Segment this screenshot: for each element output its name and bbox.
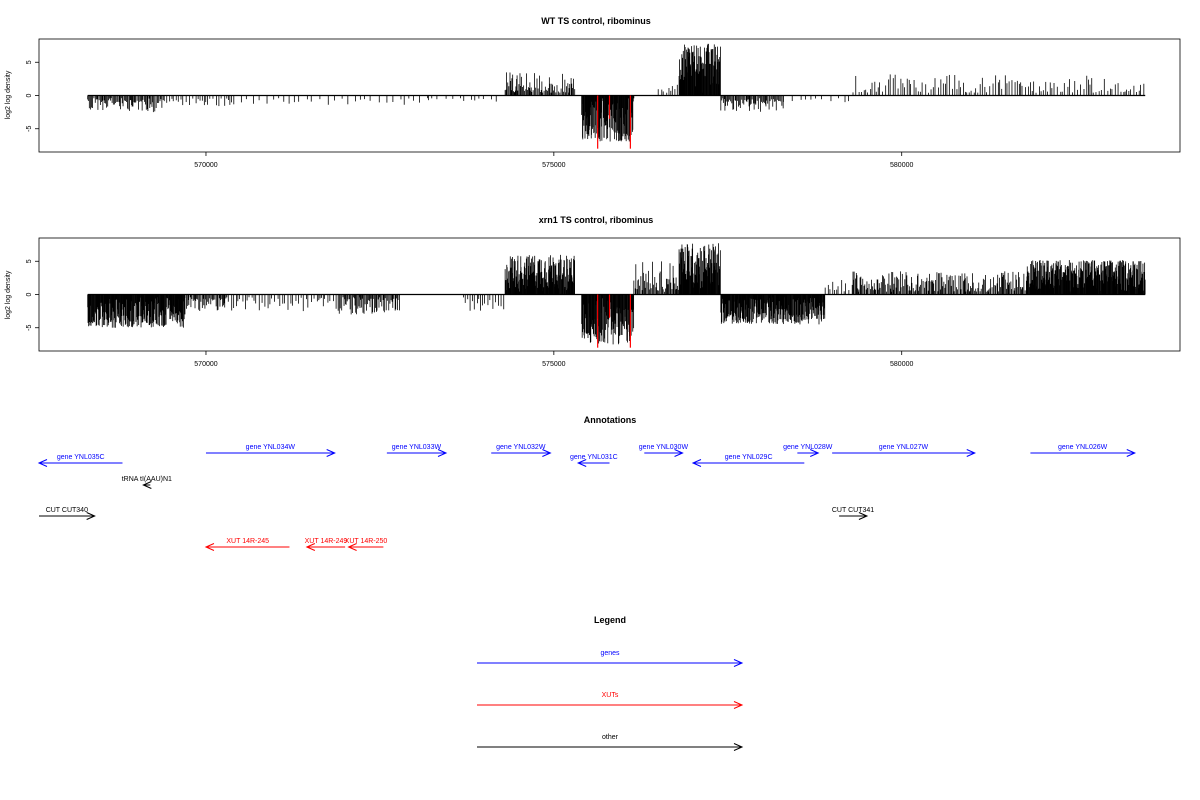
annotation-label: gene YNL035C bbox=[57, 454, 105, 461]
annotation-label: gene YNL031C bbox=[570, 454, 618, 461]
annotation-arrow-head bbox=[691, 459, 702, 467]
legend-item: genes bbox=[477, 650, 744, 667]
annotation-feature: XUT 14R-250 bbox=[345, 538, 388, 551]
annotation-arrow-head bbox=[674, 449, 684, 457]
annotation-arrow-head bbox=[305, 543, 316, 551]
annotation-arrow-head bbox=[542, 449, 552, 457]
annotation-label: gene YNL034W bbox=[246, 444, 296, 451]
annotation-label: XUT 14R-250 bbox=[345, 538, 388, 545]
y-tick-label: -5 bbox=[26, 325, 33, 331]
annotation-features: gene YNL035C gene YNL034W gene YNL033W gene… bbox=[37, 444, 1137, 551]
legend-items: genes XUTs other bbox=[477, 650, 744, 751]
legend-arrow-head bbox=[733, 743, 744, 751]
density-bars bbox=[87, 243, 1146, 345]
legend-title: Legend bbox=[594, 615, 626, 625]
annotation-label: CUT CUT340 bbox=[46, 507, 88, 514]
legend-item: other bbox=[477, 734, 744, 751]
annotation-arrow-head bbox=[142, 481, 152, 489]
annotation-feature: gene YNL028W bbox=[783, 444, 833, 457]
x-tick-label: 570000 bbox=[194, 162, 217, 169]
annotation-label: gene YNL026W bbox=[1058, 444, 1108, 451]
annotation-label: gene YNL030W bbox=[639, 444, 689, 451]
legend: Legend genes XUTs other bbox=[477, 615, 744, 751]
annotation-feature: XUT 14R-245 bbox=[204, 538, 290, 551]
legend-label: other bbox=[602, 734, 619, 741]
annotation-feature: gene YNL034W bbox=[205, 444, 336, 457]
wt-density-panel: WT TS control, ribominus log2 log densit… bbox=[5, 16, 1181, 169]
annotation-feature: CUT CUT341 bbox=[832, 507, 874, 520]
annotation-arrow-head bbox=[204, 543, 215, 551]
annotation-label: gene YNL032W bbox=[496, 444, 546, 451]
highlight-bars bbox=[597, 95, 631, 149]
annotation-arrow-head bbox=[966, 449, 977, 457]
x-tick-label: 580000 bbox=[890, 162, 913, 169]
y-tick-label: 5 bbox=[26, 259, 33, 263]
annotation-label: gene YNL033W bbox=[392, 444, 442, 451]
annotation-feature: gene YNL030W bbox=[639, 444, 689, 457]
legend-arrow-head bbox=[733, 701, 744, 709]
panel-title: WT TS control, ribominus bbox=[541, 16, 651, 26]
annotation-arrow-head bbox=[1126, 449, 1137, 457]
annotation-feature: gene YNL026W bbox=[1030, 444, 1137, 457]
xrn1-density-panel: xrn1 TS control, ribominus log2 log dens… bbox=[5, 215, 1181, 368]
highlight-bars bbox=[597, 294, 631, 348]
annotation-label: XUT 14R-249 bbox=[305, 538, 348, 545]
y-tick-label: 5 bbox=[26, 60, 33, 64]
annotation-feature: gene YNL029C bbox=[691, 454, 805, 467]
y-tick-label: 0 bbox=[26, 292, 33, 296]
annotation-feature: XUT 14R-249 bbox=[305, 538, 348, 551]
annotation-arrow-head bbox=[347, 543, 357, 551]
annotation-label: CUT CUT341 bbox=[832, 507, 874, 514]
annotation-feature: gene YNL031C bbox=[570, 454, 618, 467]
y-axis-label: log2 log density bbox=[5, 270, 12, 319]
legend-arrow-head bbox=[733, 659, 744, 667]
annotation-feature: gene YNL033W bbox=[386, 444, 448, 457]
x-tick-label: 575000 bbox=[542, 361, 565, 368]
legend-label: XUTs bbox=[602, 692, 619, 699]
annotation-label: tRNA tI(AAU)N1 bbox=[122, 476, 172, 483]
annotation-arrow-head bbox=[326, 449, 336, 457]
annotation-label: gene YNL028W bbox=[783, 444, 833, 451]
legend-item: XUTs bbox=[477, 692, 744, 709]
annotation-arrow-head bbox=[37, 459, 48, 467]
panel-title: xrn1 TS control, ribominus bbox=[539, 215, 654, 225]
x-axis: 570000 575000 580000 bbox=[194, 152, 913, 169]
annotation-label: XUT 14R-245 bbox=[226, 538, 269, 545]
annotation-feature: tRNA tI(AAU)N1 bbox=[122, 476, 172, 489]
annotation-arrow-head bbox=[858, 512, 869, 520]
annotation-feature: CUT CUT340 bbox=[39, 507, 96, 520]
x-tick-label: 575000 bbox=[542, 162, 565, 169]
x-tick-label: 580000 bbox=[890, 361, 913, 368]
x-axis: 570000 575000 580000 bbox=[194, 351, 913, 368]
x-tick-label: 570000 bbox=[194, 361, 217, 368]
annotation-arrow-head bbox=[86, 512, 96, 520]
annotation-feature: gene YNL035C bbox=[37, 454, 123, 467]
annotation-feature: gene YNL027W bbox=[832, 444, 977, 457]
y-tick-label: 0 bbox=[26, 93, 33, 97]
y-axis: -5 0 5 bbox=[26, 60, 39, 132]
annotation-feature: gene YNL032W bbox=[491, 444, 552, 457]
y-tick-label: -5 bbox=[26, 126, 33, 132]
annotation-label: gene YNL027W bbox=[879, 444, 929, 451]
annotation-label: gene YNL029C bbox=[725, 454, 773, 461]
density-bars bbox=[87, 43, 1145, 142]
annotation-arrow-head bbox=[810, 449, 820, 457]
annotation-arrow-head bbox=[437, 449, 448, 457]
annotations-title: Annotations bbox=[584, 415, 637, 425]
annotation-arrow-head bbox=[576, 459, 587, 467]
y-axis-label: log2 log density bbox=[5, 70, 12, 119]
legend-label: genes bbox=[600, 650, 620, 657]
y-axis: -5 0 5 bbox=[26, 259, 39, 331]
